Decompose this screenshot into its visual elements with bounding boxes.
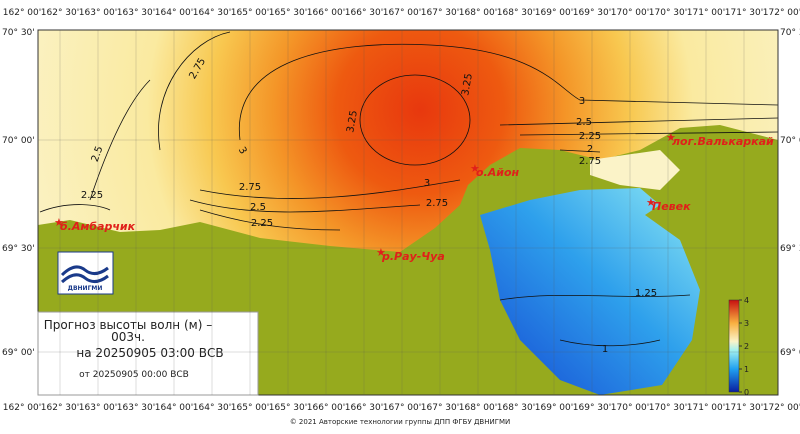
colorbar [728,299,740,393]
lon-label-top: 163° 00' [79,8,117,18]
lon-label-bottom: 165° 30' [269,403,307,413]
star: ★ [376,246,386,259]
contour-label: 3 [236,145,249,156]
lon-label-top: 168° 00' [459,8,497,18]
map-frame [37,29,779,396]
contour-label: 2.5 [250,202,266,213]
lon-label-bottom: 163° 00' [79,403,117,413]
lon-label-bottom: 168° 30' [497,403,535,413]
place-label: Певек [652,200,691,213]
contour-label: 2 [587,144,593,155]
contour-label: 3.25 [345,110,360,134]
lon-label-bottom: 172° 00' [763,403,800,413]
lat-label-right: 70° 3 [780,28,800,38]
lat-label-right: 70° 0 [780,136,800,146]
contour-label: 1 [602,344,608,355]
contour-label: 2.75 [579,156,601,167]
lon-label-bottom: 166° 00' [307,403,345,413]
footer: © 2021 Авторские технологии группы ДПП Ф… [290,418,511,426]
contour-lines [39,31,779,347]
colorbar-tick-label: 1 [744,365,749,374]
contour-label: 2.5 [90,145,106,164]
lon-label-top: 167° 00' [383,8,421,18]
lon-label-bottom: 169° 00' [535,403,573,413]
lon-label-bottom: 162° 30' [41,403,79,413]
lon-label-top: 169° 30' [573,8,611,18]
lon-label-bottom: 170° 00' [611,403,649,413]
contour-label: 2.75 [239,182,261,193]
star: ★ [54,216,64,229]
star: ★ [666,131,676,144]
colorbar-tick-label: 2 [744,342,749,351]
lon-label-bottom: 164° 30' [193,403,231,413]
lon-label-bottom: 171° 30' [725,403,763,413]
lon-label-bottom: 165° 00' [231,403,269,413]
lon-label-top: 166° 30' [345,8,383,18]
lon-label-bottom: 166° 30' [345,403,383,413]
lon-label-top: 171° 00' [687,8,725,18]
contour-label: 3 [579,96,585,107]
place-label: лог.Валькаркай [672,135,774,148]
place-label: о.Айон [476,166,520,179]
lat-label-left: 69° 00' [2,348,35,358]
lon-label-top: 170° 30' [649,8,687,18]
contour-label: 3.25 [460,73,475,97]
lon-label-top: 165° 00' [231,8,269,18]
logo: ДВНИГМИ [57,251,114,295]
lon-label-top: 172° 00' [763,8,800,18]
shallow-area [590,150,680,190]
title-hours: 003ч. [111,330,145,344]
lat-label-right: 69° 3 [780,244,800,254]
lon-label-bottom: 163° 30' [117,403,155,413]
lon-label-bottom: 167° 00' [383,403,421,413]
place-label: б.Амбарчик [60,220,136,233]
forecast-time: на 20250905 03:00 ВСВ [76,346,223,360]
contour-label: 2.25 [251,218,273,229]
lon-label-bottom: 167° 30' [421,403,459,413]
lon-label-bottom: 170° 30' [649,403,687,413]
colorbar-tick-label: 0 [744,388,749,397]
lon-label-top: 166° 00' [307,8,345,18]
contour-label: 1.25 [635,288,657,299]
lon-label-top: 164° 30' [193,8,231,18]
contour-label: 2.25 [81,190,103,201]
lon-label-top: 169° 00' [535,8,573,18]
contour-label: 2.5 [576,117,592,128]
contour-label: 2.75 [426,198,448,209]
lon-label-bottom: 168° 00' [459,403,497,413]
lon-label-bottom: 169° 30' [573,403,611,413]
lon-label-top: 165° 30' [269,8,307,18]
issued-time: от 20250905 00:00 ВСВ [79,370,189,380]
colorbar-tick-label: 4 [744,296,749,305]
lat-label-left: 69° 30' [2,244,35,254]
info-box [37,311,259,396]
lon-label-bottom: 164° 00' [155,403,193,413]
star: ★ [646,196,656,209]
lon-label-top: 170° 00' [611,8,649,18]
lon-label-bottom: 171° 00' [687,403,725,413]
lon-label-bottom: 162° 00' [3,403,41,413]
lon-label-top: 167° 30' [421,8,459,18]
contour-label: 2.25 [579,131,601,142]
lat-label-right: 69° 0 [780,348,800,358]
lat-label-left: 70° 30' [2,28,35,38]
place-label: р.Рау-Чуа [381,250,445,263]
colorbar-tick-label: 3 [744,319,749,328]
lon-label-top: 164° 00' [155,8,193,18]
logo-label: ДВНИГМИ [68,285,103,292]
star: ★ [470,162,480,175]
lat-label-left: 70° 00' [2,136,35,146]
lon-label-top: 171° 30' [725,8,763,18]
lon-label-top: 162° 00' [3,8,41,18]
lon-label-top: 162° 30' [41,8,79,18]
contour-label: 3 [424,178,430,189]
lon-label-top: 168° 30' [497,8,535,18]
lon-label-top: 163° 30' [117,8,155,18]
title: Прогноз высоты волн (м) – [44,318,212,332]
